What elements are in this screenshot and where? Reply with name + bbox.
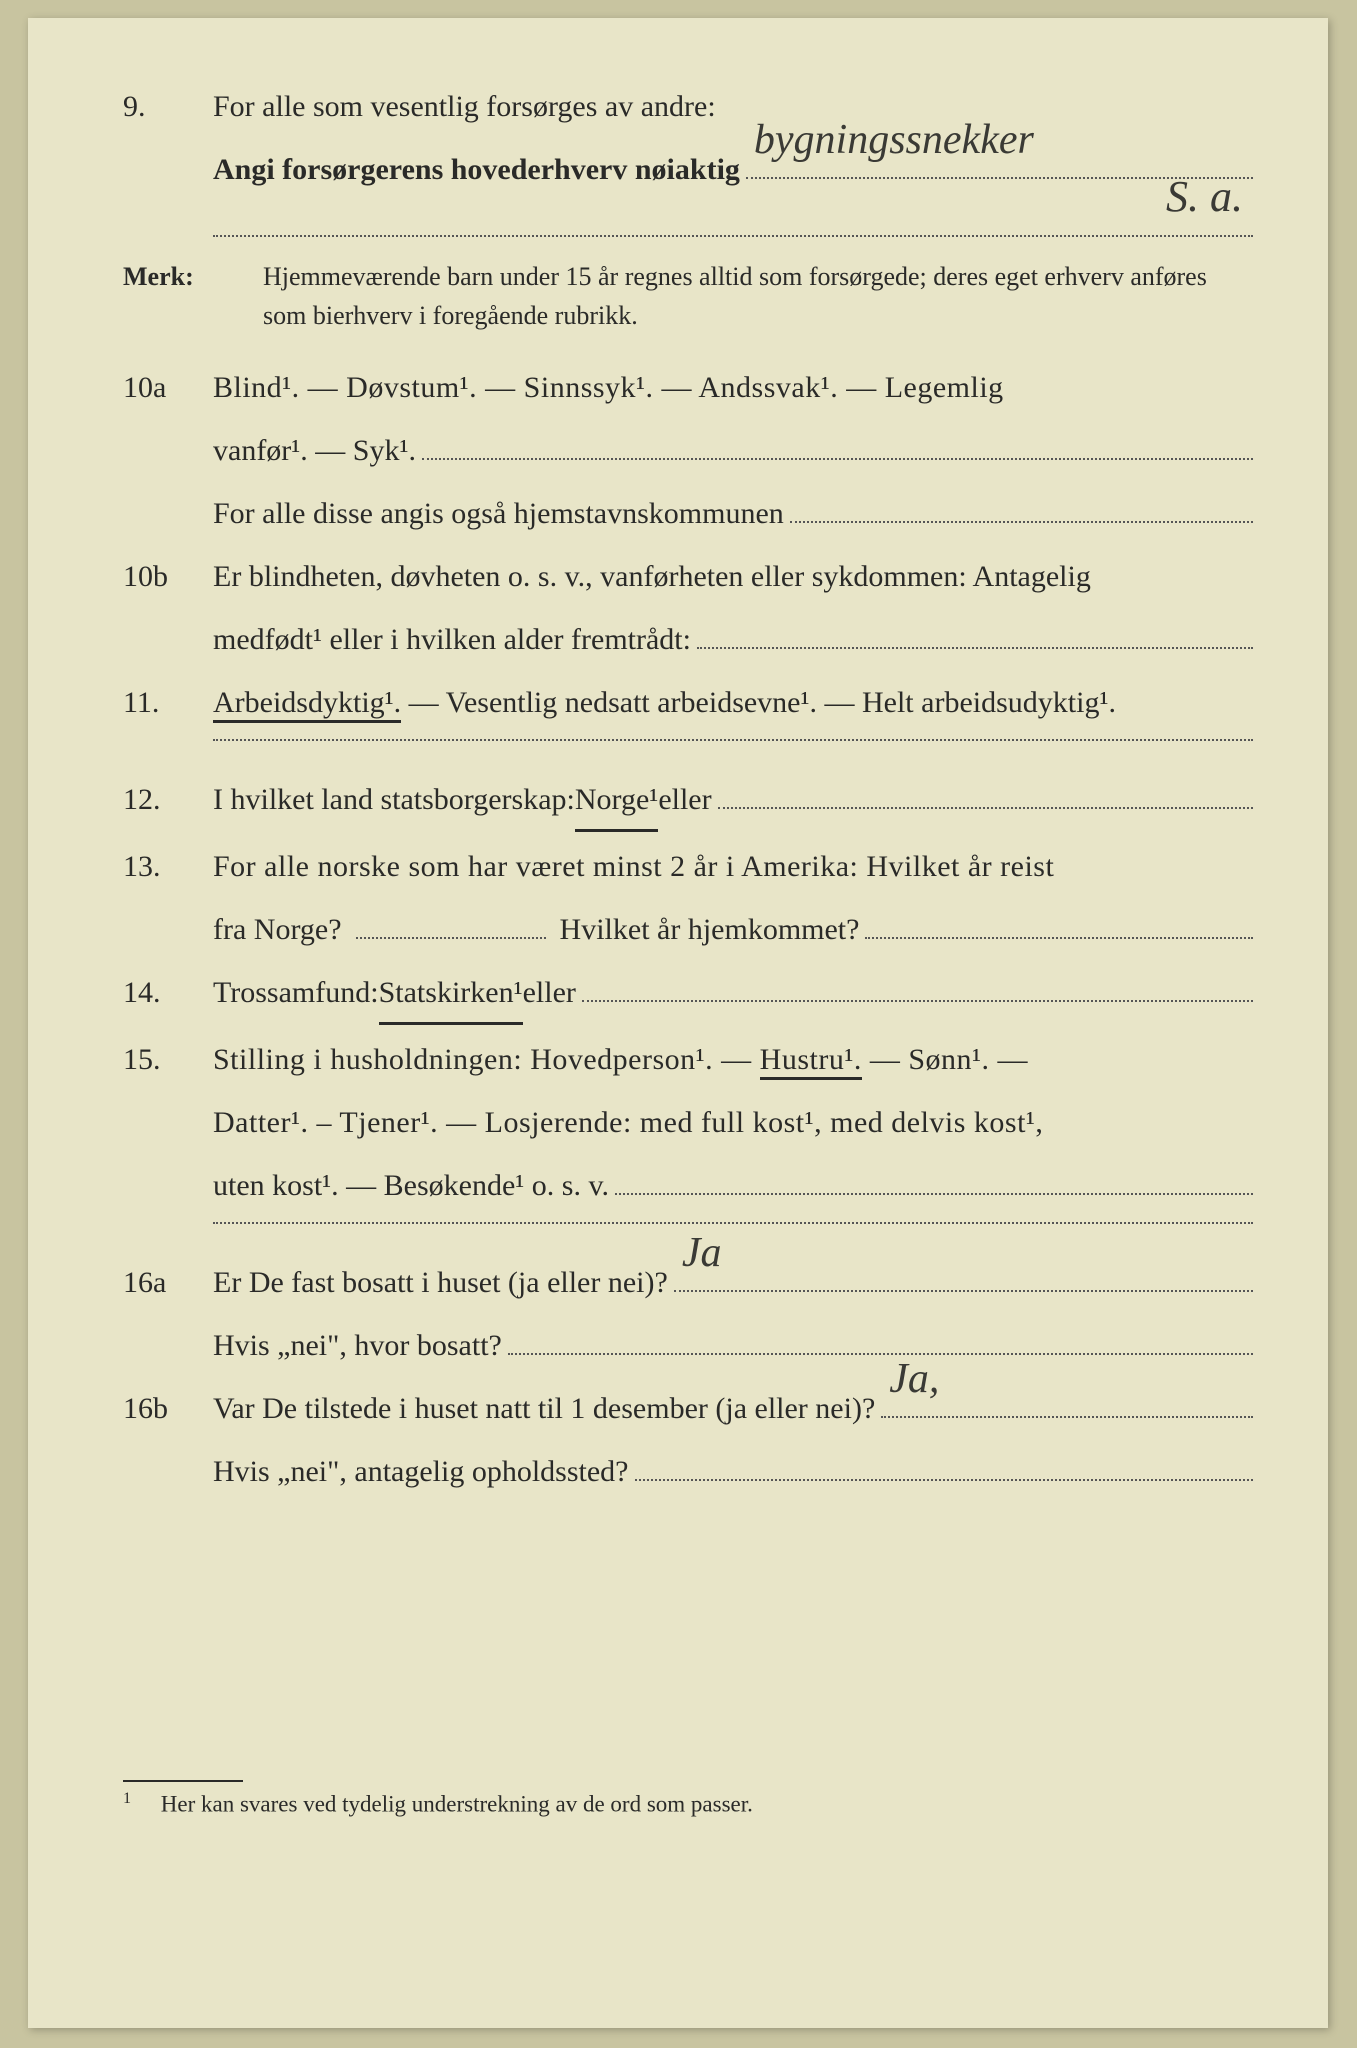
q12-row: 12. I hvilket land statsborgerskap: Norg… xyxy=(123,771,1253,832)
q10a-fill1 xyxy=(422,427,1253,460)
q10a-row3: For alle disse angis også hjemstavnskomm… xyxy=(123,485,1253,542)
q16b-line1-text: Var De tilstede i huset natt til 1 desem… xyxy=(213,1380,875,1437)
q11-blank-line xyxy=(213,739,1253,741)
q15-row1: 15. Stilling i husholdningen: Hovedperso… xyxy=(123,1031,1253,1088)
q16b-handwritten: Ja, xyxy=(889,1340,939,1420)
q14-after: eller xyxy=(523,964,576,1021)
q11-number: 11. xyxy=(123,674,213,731)
q10a-line2: vanfør¹. — Syk¹. xyxy=(213,422,1253,479)
q10a-number: 10a xyxy=(123,359,213,416)
q9-row2: Angi forsørgerens hovederhverv nøiaktig … xyxy=(123,141,1253,198)
q16a-row1: 16a Er De fast bosatt i huset (ja eller … xyxy=(123,1254,1253,1311)
q12-content: I hvilket land statsborgerskap: Norge¹ e… xyxy=(213,771,1253,832)
q9-line2-label: Angi forsørgerens hovederhverv nøiaktig xyxy=(213,141,740,198)
q15-line3: uten kost¹. — Besøkende¹ o. s. v. xyxy=(213,1157,1253,1214)
q9-line3: S. a. xyxy=(213,204,1253,237)
q15-number: 15. xyxy=(123,1031,213,1088)
q13-number: 13. xyxy=(123,838,213,895)
q15-fill xyxy=(615,1162,1253,1195)
q13-row1: 13. For alle norske som har været minst … xyxy=(123,838,1253,895)
merk-note: Merk: Hjemmeværende barn under 15 år reg… xyxy=(123,257,1253,335)
q16a-number: 16a xyxy=(123,1254,213,1311)
q16a-line2-text: Hvis „nei", hvor bosatt? xyxy=(213,1317,502,1374)
q10b-number: 10b xyxy=(123,548,213,605)
q10a-line1: Blind¹. — Døvstum¹. — Sinnssyk¹. — Andss… xyxy=(213,359,1253,416)
q9-handwritten1: bygningssnekker xyxy=(754,101,1034,181)
q12-after: eller xyxy=(658,771,711,828)
q13-row2: fra Norge? Hvilket år hjemkommet? xyxy=(123,901,1253,958)
q10b-line1: Er blindheten, døvheten o. s. v., vanfør… xyxy=(213,548,1253,605)
q13-line1: For alle norske som har været minst 2 år… xyxy=(213,838,1253,895)
q16b-fill1: Ja, xyxy=(881,1385,1253,1418)
footnote-text: Her kan svares ved tydelig understreknin… xyxy=(161,1792,753,1817)
q10b-row2: medfødt¹ eller i hvilken alder fremtrådt… xyxy=(123,611,1253,668)
q15-line1: Stilling i husholdningen: Hovedperson¹. … xyxy=(213,1031,1253,1088)
q15-line2: Datter¹. – Tjener¹. — Losjerende: med fu… xyxy=(213,1094,1253,1151)
q11-content: Arbeidsdyktig¹. — Vesentlig nedsatt arbe… xyxy=(213,674,1253,731)
q13-fill1 xyxy=(356,903,546,939)
q13-line2b: Hvilket år hjemkommet? xyxy=(560,901,860,958)
q15-line3-text: uten kost¹. — Besøkende¹ o. s. v. xyxy=(213,1157,609,1214)
q13-fill2 xyxy=(865,906,1253,939)
q11-underlined: Arbeidsdyktig¹. xyxy=(213,686,401,723)
q15-blank-line xyxy=(213,1222,1253,1224)
q13-line2a: fra Norge? xyxy=(213,901,342,958)
q9-handwritten2: S. a. xyxy=(1166,155,1243,239)
footnote-rule xyxy=(123,1780,243,1782)
q16b-row2: Hvis „nei", antagelig opholdssted? xyxy=(123,1443,1253,1500)
q10a-row2: vanfør¹. — Syk¹. xyxy=(123,422,1253,479)
q10a-row1: 10a Blind¹. — Døvstum¹. — Sinnssyk¹. — A… xyxy=(123,359,1253,416)
q16b-line2: Hvis „nei", antagelig opholdssted? xyxy=(213,1443,1253,1500)
q14-number: 14. xyxy=(123,964,213,1021)
q10a-line3: For alle disse angis også hjemstavnskomm… xyxy=(213,485,1253,542)
q16a-line1-text: Er De fast bosatt i huset (ja eller nei)… xyxy=(213,1254,668,1311)
q9-row3: S. a. xyxy=(123,204,1253,237)
q14-row: 14. Trossamfund: Statskirken¹ eller xyxy=(123,964,1253,1025)
q16a-handwritten: Ja xyxy=(682,1214,722,1294)
merk-text: Hjemmeværende barn under 15 år regnes al… xyxy=(263,257,1253,335)
q16a-fill2 xyxy=(508,1322,1253,1355)
q12-underlined: Norge¹ xyxy=(575,771,658,832)
q13-line2: fra Norge? Hvilket år hjemkommet? xyxy=(213,901,1253,958)
q14-fill xyxy=(582,969,1253,1002)
q16b-line2-text: Hvis „nei", antagelig opholdssted? xyxy=(213,1443,629,1500)
q12-number: 12. xyxy=(123,771,213,828)
q9-line1: For alle som vesentlig forsørges av andr… xyxy=(213,78,1253,135)
q15-row3: uten kost¹. — Besøkende¹ o. s. v. xyxy=(123,1157,1253,1214)
q16a-line2: Hvis „nei", hvor bosatt? xyxy=(213,1317,1253,1374)
q15-underlined: Hustru¹. xyxy=(760,1043,862,1080)
merk-label: Merk: xyxy=(123,257,263,335)
q16b-line1: Var De tilstede i huset natt til 1 desem… xyxy=(213,1380,1253,1437)
q11-rest: — Vesentlig nedsatt arbeidsevne¹. — Helt… xyxy=(401,686,1116,719)
footnote: 1 Her kan svares ved tydelig understrekn… xyxy=(123,1790,1253,1818)
q9-number: 9. xyxy=(123,78,213,135)
q10b-line2-text: medfødt¹ eller i hvilken alder fremtrådt… xyxy=(213,611,691,668)
q14-underlined: Statskirken¹ xyxy=(379,964,523,1025)
q12-fill xyxy=(718,776,1253,809)
q10b-fill xyxy=(697,616,1253,649)
q10a-fill2 xyxy=(790,490,1253,523)
q15-row2: Datter¹. – Tjener¹. — Losjerende: med fu… xyxy=(123,1094,1253,1151)
q9-row1: 9. For alle som vesentlig forsørges av a… xyxy=(123,78,1253,135)
footnote-number: 1 xyxy=(123,1790,131,1807)
q10a-line2-text: vanfør¹. — Syk¹. xyxy=(213,422,416,479)
q11-row: 11. Arbeidsdyktig¹. — Vesentlig nedsatt … xyxy=(123,674,1253,731)
q10b-line2: medfødt¹ eller i hvilken alder fremtrådt… xyxy=(213,611,1253,668)
q15-line1a: Stilling i husholdningen: Hovedperson¹. … xyxy=(213,1043,760,1076)
q9-fill2: S. a. xyxy=(213,204,1253,237)
q16a-fill1: Ja xyxy=(674,1259,1253,1292)
q14-prefix: Trossamfund: xyxy=(213,964,379,1021)
q16a-row2: Hvis „nei", hvor bosatt? xyxy=(123,1317,1253,1374)
q12-prefix: I hvilket land statsborgerskap: xyxy=(213,771,575,828)
q10b-row1: 10b Er blindheten, døvheten o. s. v., va… xyxy=(123,548,1253,605)
q10a-line3-text: For alle disse angis også hjemstavnskomm… xyxy=(213,485,784,542)
document-page: 9. For alle som vesentlig forsørges av a… xyxy=(28,18,1328,2028)
q16b-row1: 16b Var De tilstede i huset natt til 1 d… xyxy=(123,1380,1253,1437)
q16a-line1: Er De fast bosatt i huset (ja eller nei)… xyxy=(213,1254,1253,1311)
q14-content: Trossamfund: Statskirken¹ eller xyxy=(213,964,1253,1025)
q16b-fill2 xyxy=(635,1448,1254,1481)
q15-line1b: — Sønn¹. — xyxy=(862,1043,1028,1076)
q16b-number: 16b xyxy=(123,1380,213,1437)
q9-line2: Angi forsørgerens hovederhverv nøiaktig … xyxy=(213,141,1253,198)
